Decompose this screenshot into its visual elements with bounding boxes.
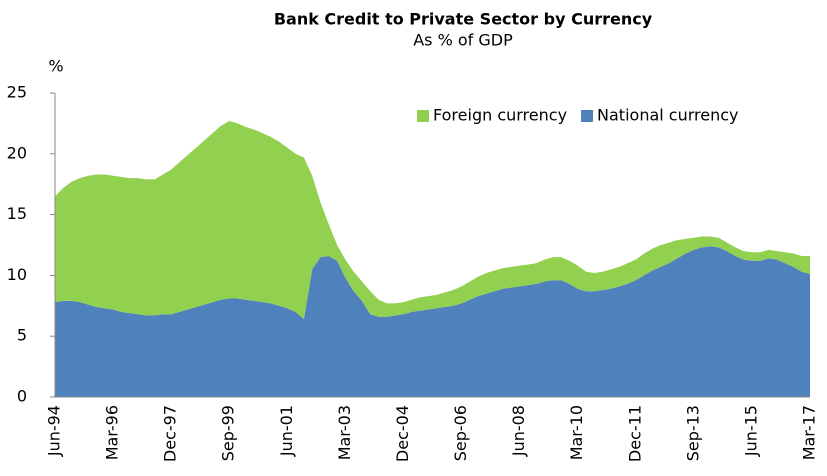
chart-title: Bank Credit to Private Sector by Currenc… — [274, 10, 653, 29]
y-tick-label: 20 — [7, 143, 27, 162]
area — [55, 246, 810, 397]
legend-label: National currency — [597, 106, 738, 125]
y-tick-label: 10 — [7, 265, 27, 284]
x-tick-label: Sep-06 — [451, 405, 470, 461]
y-tick-label: 5 — [17, 326, 27, 345]
x-tick-label: Jun-01 — [277, 405, 296, 457]
y-tick-label: 15 — [7, 204, 27, 223]
chart-subtitle: As % of GDP — [413, 31, 513, 50]
legend-swatch — [581, 110, 594, 122]
x-tick-label: Mar-96 — [103, 405, 122, 460]
x-tick-label: Dec-11 — [625, 405, 644, 462]
legend-label: Foreign currency — [433, 106, 567, 125]
x-tick-label: Sep-13 — [683, 405, 702, 461]
y-tick-label: 0 — [17, 387, 27, 406]
x-tick-label: Mar-03 — [335, 405, 354, 460]
legend-swatch — [417, 110, 429, 122]
x-tick-label: Jun-08 — [509, 405, 528, 457]
y-axis-label: % — [48, 57, 63, 76]
x-tick-label: Jun-15 — [741, 405, 760, 457]
x-tick-label: Mar-17 — [800, 405, 819, 460]
x-tick-label: Dec-97 — [161, 405, 180, 462]
x-tick-label: Dec-04 — [393, 405, 412, 462]
area — [55, 120, 810, 320]
x-tick-label: Sep-99 — [219, 405, 238, 461]
y-tick-label: 25 — [7, 83, 27, 102]
x-tick-label: Mar-10 — [567, 405, 586, 460]
x-tick-label: Jun-94 — [45, 405, 64, 457]
